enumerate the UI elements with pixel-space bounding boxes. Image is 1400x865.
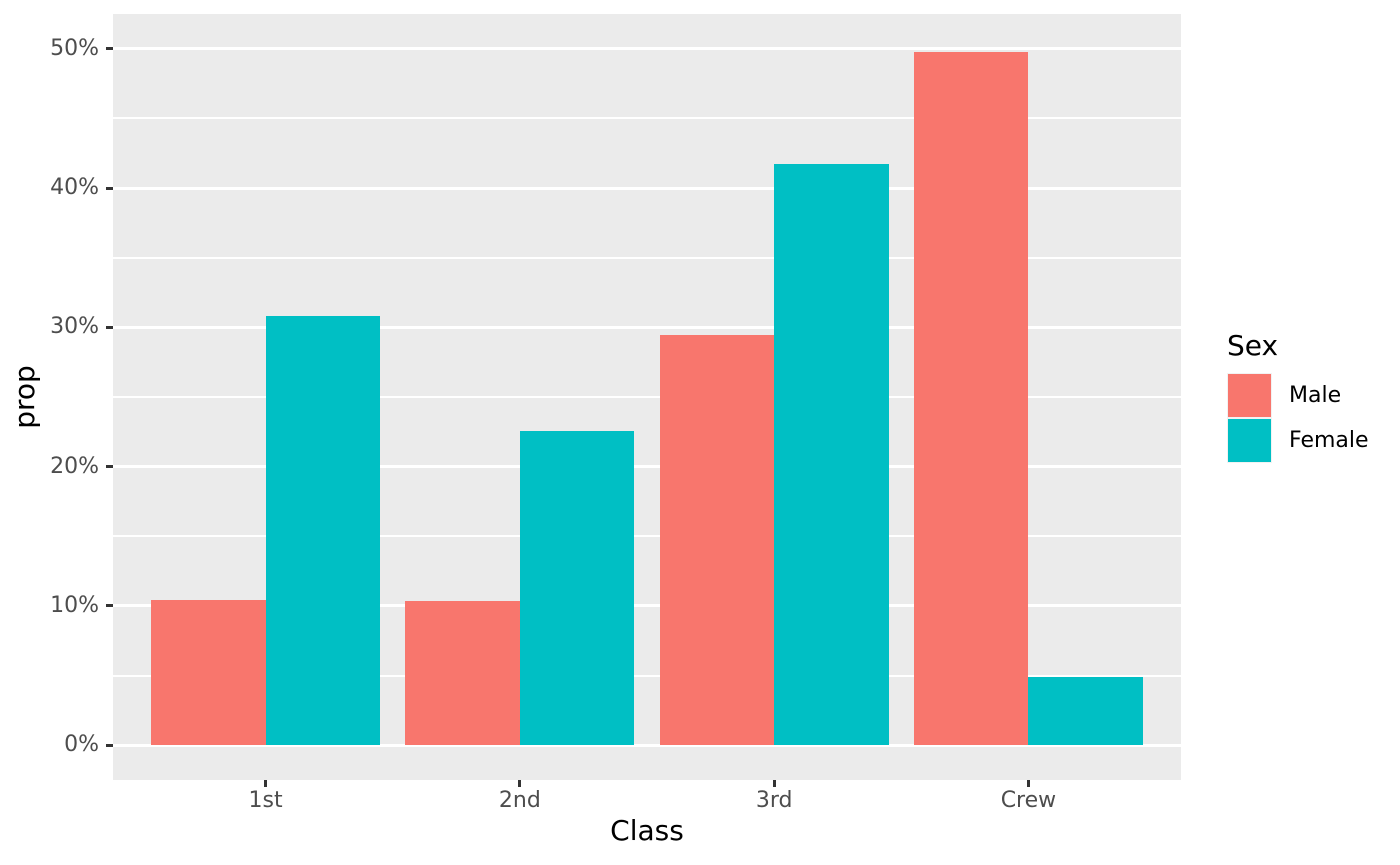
x-tick-label: 2nd — [498, 788, 541, 813]
minor-gridline — [113, 396, 1181, 398]
y-tick-label: 10% — [50, 592, 99, 618]
legend-swatch — [1228, 374, 1271, 417]
legend-title: Sex — [1227, 329, 1279, 362]
x-tick-mark — [518, 780, 522, 787]
bar-female-1st — [265, 315, 380, 746]
minor-gridline — [113, 674, 1181, 677]
y-tick-mark — [106, 186, 113, 190]
legend-swatch — [1228, 419, 1271, 462]
legend-label: Male — [1289, 382, 1342, 408]
y-tick-mark — [106, 325, 113, 329]
y-axis-title-text: prop — [8, 365, 42, 429]
legend: Sex Male Female — [1227, 329, 1369, 463]
major-gridline — [113, 186, 1181, 190]
y-axis-title: prop — [8, 14, 42, 780]
major-gridline — [113, 743, 1181, 747]
bar-male-crew — [914, 51, 1029, 746]
x-axis-title: Class — [610, 814, 684, 847]
legend-key-icon — [1227, 373, 1272, 418]
legend-key-icon — [1227, 418, 1272, 463]
y-tick-mark — [106, 47, 113, 51]
major-gridline — [113, 325, 1181, 329]
y-tick-mark — [106, 743, 113, 747]
minor-gridline — [113, 117, 1181, 120]
major-gridline — [113, 604, 1181, 608]
legend-entry-male: Male — [1227, 373, 1369, 418]
x-tick-label: Crew — [1000, 788, 1057, 813]
x-tick-mark — [264, 780, 268, 787]
y-tick-label: 0% — [64, 732, 99, 758]
x-tick-mark — [772, 780, 776, 787]
plot-panel — [113, 14, 1181, 780]
bar-male-3rd — [659, 334, 775, 746]
legend-entries: Male Female — [1227, 373, 1369, 463]
y-tick-label: 20% — [50, 453, 99, 479]
bar-male-2nd — [405, 601, 520, 746]
bar-male-1st — [151, 600, 266, 746]
legend-label: Female — [1289, 427, 1369, 453]
y-tick-label: 30% — [50, 314, 99, 340]
x-tick-mark — [1026, 780, 1030, 787]
x-tick-label: 3rd — [755, 788, 793, 813]
x-tick-label: 1st — [248, 788, 283, 813]
minor-gridline — [113, 535, 1181, 538]
minor-gridline — [113, 256, 1181, 259]
y-tick-label: 50% — [50, 35, 99, 61]
bar-female-crew — [1028, 677, 1143, 746]
legend-entry-female: Female — [1227, 418, 1369, 463]
y-tick-label: 40% — [50, 175, 99, 201]
bar-female-3rd — [774, 164, 889, 746]
y-tick-mark — [106, 465, 113, 469]
major-gridline — [113, 47, 1181, 51]
bar-female-2nd — [519, 431, 635, 746]
y-tick-mark — [106, 604, 113, 608]
major-gridline — [113, 465, 1181, 469]
